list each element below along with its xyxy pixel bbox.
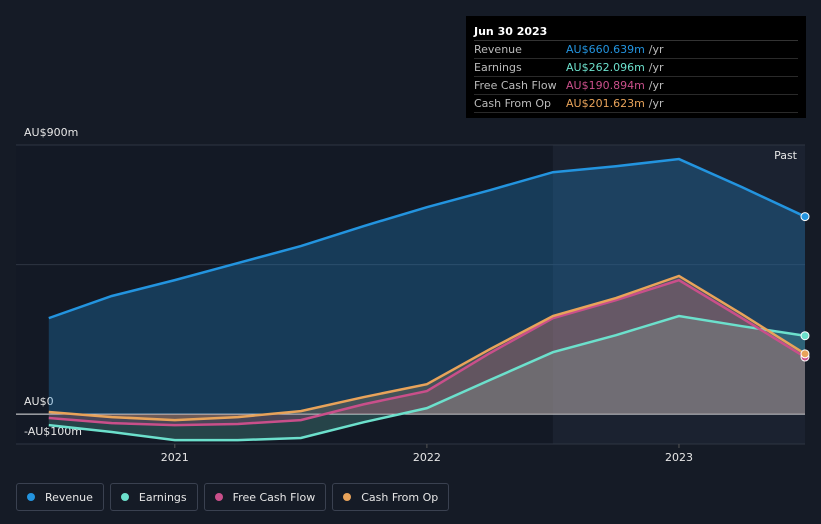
- legend-item[interactable]: Revenue: [16, 483, 104, 511]
- tooltip-row: Cash From Op AU$201.623m/yr: [474, 95, 798, 113]
- series-line: [48, 314, 806, 442]
- tooltip-unit: /yr: [648, 61, 664, 74]
- series-area: [48, 275, 806, 421]
- x-tick-label: 2023: [665, 451, 693, 464]
- past-region: [552, 145, 805, 444]
- series-line: [48, 278, 806, 427]
- legend-label: Revenue: [45, 490, 93, 504]
- tooltip-name: Cash From Op: [474, 97, 552, 110]
- end-point: [800, 212, 810, 222]
- tooltip-date: Jun 30 2023: [474, 23, 798, 41]
- legend: Revenue Earnings Free Cash Flow Cash From O…: [16, 483, 450, 511]
- past-label: Past: [774, 149, 798, 162]
- tooltip-value: AU$201.623m: [566, 97, 645, 110]
- legend-label: Cash From Op: [361, 490, 439, 504]
- x-tick-label: 2022: [413, 451, 441, 464]
- tooltip-row: Earnings AU$262.096m/yr: [474, 59, 798, 77]
- series-area: [48, 159, 806, 415]
- legend-item[interactable]: Cash From Op: [332, 483, 450, 511]
- end-point: [800, 331, 810, 341]
- legend-dot: [27, 493, 35, 501]
- series-line: [48, 157, 806, 320]
- tooltip-value: AU$660.639m: [566, 43, 645, 56]
- legend-label: Free Cash Flow: [232, 490, 316, 504]
- x-tick-label: 2021: [161, 451, 189, 464]
- end-point: [800, 349, 810, 359]
- legend-label: Earnings: [138, 490, 187, 504]
- y-tick-label: AU$0: [24, 395, 54, 408]
- tooltip-unit: /yr: [648, 97, 664, 110]
- legend-dot: [214, 493, 223, 501]
- legend-dot: [343, 493, 352, 501]
- legend-dot: [120, 493, 129, 501]
- tooltip-name: Revenue: [474, 43, 522, 56]
- tooltip-value: AU$262.096m: [566, 61, 645, 74]
- tooltip-row: Free Cash Flow AU$190.894m/yr: [474, 77, 798, 95]
- legend-item[interactable]: Free Cash Flow: [203, 483, 327, 511]
- tooltip-unit: /yr: [648, 79, 664, 92]
- tooltip-value: AU$190.894m: [566, 79, 645, 92]
- legend-item[interactable]: Earnings: [109, 483, 198, 511]
- y-tick-label: AU$900m: [24, 126, 78, 139]
- tooltip-name: Free Cash Flow: [474, 79, 557, 92]
- series-line: [48, 274, 806, 422]
- series-area: [48, 316, 806, 441]
- tooltip: Jun 30 2023 Revenue AU$660.639m/yr Earning…: [466, 16, 806, 118]
- tooltip-row: Revenue AU$660.639m/yr: [474, 41, 798, 59]
- series-area: [48, 280, 806, 426]
- tooltip-unit: /yr: [648, 43, 664, 56]
- tooltip-name: Earnings: [474, 61, 522, 74]
